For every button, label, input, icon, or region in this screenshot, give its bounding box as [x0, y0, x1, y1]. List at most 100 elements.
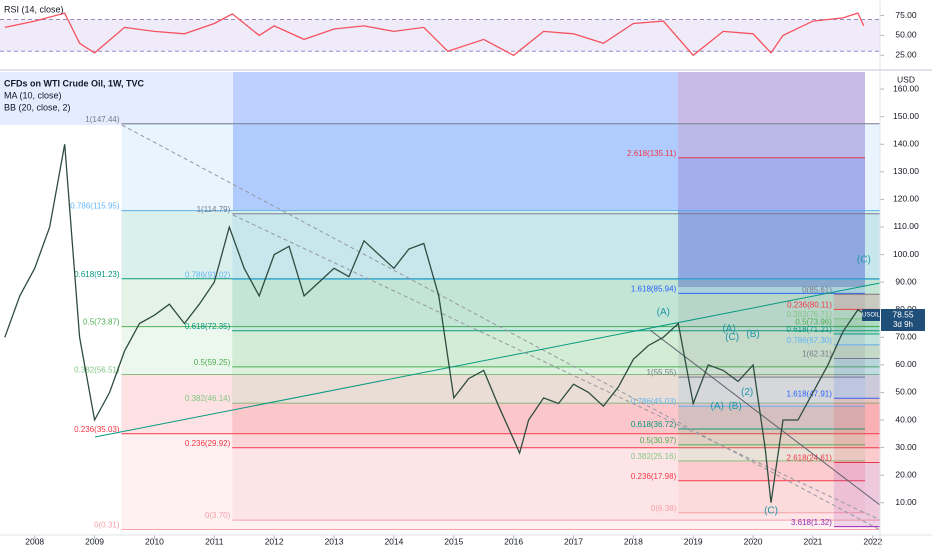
y-tick-label: 110.00 [893, 221, 919, 231]
x-tick-label: 2014 [384, 536, 403, 546]
fib-label: 0.236(80.11) [787, 301, 832, 310]
fib-band [833, 462, 880, 527]
fib-band [833, 398, 880, 463]
x-tick-label: 2008 [25, 536, 44, 546]
fib-label: 0(0.31) [94, 521, 120, 530]
fib-label: 2.618(135.11) [627, 149, 677, 158]
fib-label: 0(6.38) [651, 504, 677, 513]
trend-line [649, 329, 881, 506]
series-line [4, 144, 865, 503]
fib-label: 0.5(73.87) [83, 318, 120, 327]
fib-band [121, 433, 881, 530]
fib-label: 2.618(24.61) [787, 454, 833, 463]
fib-label: 0.618(36.72) [631, 420, 677, 429]
wave-label: (2) [741, 387, 753, 398]
fib-label: 0.382(56.51) [74, 366, 120, 375]
y-tick-label: 20.00 [895, 469, 917, 479]
trend-line [232, 214, 881, 521]
y-tick-label: 75.00 [895, 10, 917, 20]
fib-label: 0.5(30.97) [640, 436, 677, 445]
x-tick-label: 2009 [85, 536, 104, 546]
fib-label: 0.786(67.30) [787, 336, 833, 345]
fib-label: 0.382(25.16) [631, 452, 677, 461]
fib-band [232, 366, 881, 404]
fib-band [232, 447, 881, 521]
series-line [4, 12, 865, 57]
y-tick-label: 60.00 [895, 359, 917, 369]
fib-band [121, 374, 881, 434]
zone [233, 72, 678, 210]
x-tick-label: 2010 [145, 536, 164, 546]
x-tick-label: 2015 [444, 536, 463, 546]
fib-band [678, 429, 866, 445]
fib-band [833, 326, 880, 334]
y-tick-label: 160.00 [893, 83, 919, 93]
fib-band [678, 444, 866, 461]
x-tick-label: 2018 [624, 536, 643, 546]
rsi-legend: RSI (14, close) [4, 4, 64, 14]
x-tick-label: 2021 [803, 536, 822, 546]
fib-label: 1(147.44) [85, 115, 120, 124]
fib-band [678, 377, 866, 407]
wave-label: (A) [722, 324, 735, 335]
wave-label: (B) [728, 401, 741, 412]
x-tick-label: 2022 [863, 536, 882, 546]
fib-label: 0.786(45.03) [631, 397, 677, 406]
x-tick-label: 2012 [265, 536, 284, 546]
ticker: USOIL [862, 313, 881, 319]
zone [0, 72, 233, 125]
wave-label: (A) [657, 307, 670, 318]
fib-label: 0.382(46.14) [185, 394, 231, 403]
y-tick-label: 100.00 [893, 249, 919, 259]
y-tick-label: 50.00 [895, 30, 917, 40]
fib-band [232, 330, 881, 367]
x-tick-label: 2011 [205, 536, 224, 546]
fib-band [833, 318, 880, 327]
fib-label: 1.618(85.94) [631, 284, 677, 293]
fib-label: 0(85.61) [802, 285, 832, 294]
fib-band [833, 309, 880, 319]
fib-band [678, 157, 866, 294]
fib-band [121, 278, 881, 327]
y-tick-label: 90.00 [895, 276, 917, 286]
y-tick-label: 150.00 [893, 111, 919, 121]
fib-label: 0.382(76.71) [787, 310, 833, 319]
y-tick-label: 80.00 [895, 304, 917, 314]
fib-band [121, 123, 881, 211]
x-tick-label: 2013 [325, 536, 344, 546]
rsi-band [0, 19, 880, 52]
fib-band [833, 358, 880, 399]
fib-band [833, 294, 880, 310]
fib-label: 0.618(72.35) [185, 322, 231, 331]
fib-label: 0.618(71.21) [787, 325, 833, 334]
symbol-legend: CFDs on WTI Crude Oil, 1W, TVC [4, 78, 145, 88]
wave-label: (C) [725, 332, 739, 343]
y-tick-label: 70.00 [895, 332, 917, 342]
wave-label: (A) [710, 401, 723, 412]
fib-label: 1.618(47.91) [787, 389, 833, 398]
fib-band [232, 213, 881, 280]
fib-band [833, 333, 880, 345]
last-price-tag [881, 309, 925, 331]
ma-legend: MA (10, close) [4, 90, 62, 100]
fib-label: 0(3.70) [205, 511, 231, 520]
x-tick-label: 2017 [564, 536, 583, 546]
wave-label: (C) [764, 506, 778, 517]
bb-legend: BB (20, close, 2) [4, 102, 71, 112]
fib-band [232, 403, 881, 448]
y-tick-label: 130.00 [893, 166, 919, 176]
y-tick-label: 50.00 [895, 387, 917, 397]
fib-label: 0.236(17.98) [631, 472, 677, 481]
fib-band [232, 279, 881, 331]
rsi-panel: 25.00 50.00 75.00 [0, 10, 917, 60]
wave-label: (B) [746, 329, 759, 340]
fib-band [678, 406, 866, 430]
fib-label: 0.618(91.23) [74, 270, 120, 279]
fib-label: 0.5(73.96) [795, 317, 832, 326]
countdown: 3d 9h [893, 320, 913, 329]
fib-label: 1(55.55) [646, 368, 676, 377]
trend-line [121, 124, 881, 531]
fib-label: 0.236(29.92) [185, 439, 231, 448]
